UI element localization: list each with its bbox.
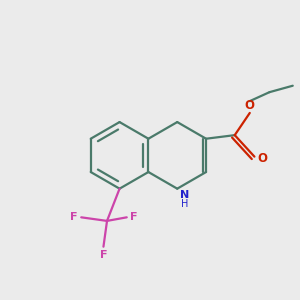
Text: F: F — [100, 250, 107, 260]
Text: F: F — [130, 212, 138, 222]
Text: F: F — [70, 212, 78, 222]
Text: N: N — [181, 190, 190, 200]
Text: O: O — [257, 152, 267, 165]
Text: H: H — [182, 199, 189, 209]
Text: O: O — [245, 99, 255, 112]
